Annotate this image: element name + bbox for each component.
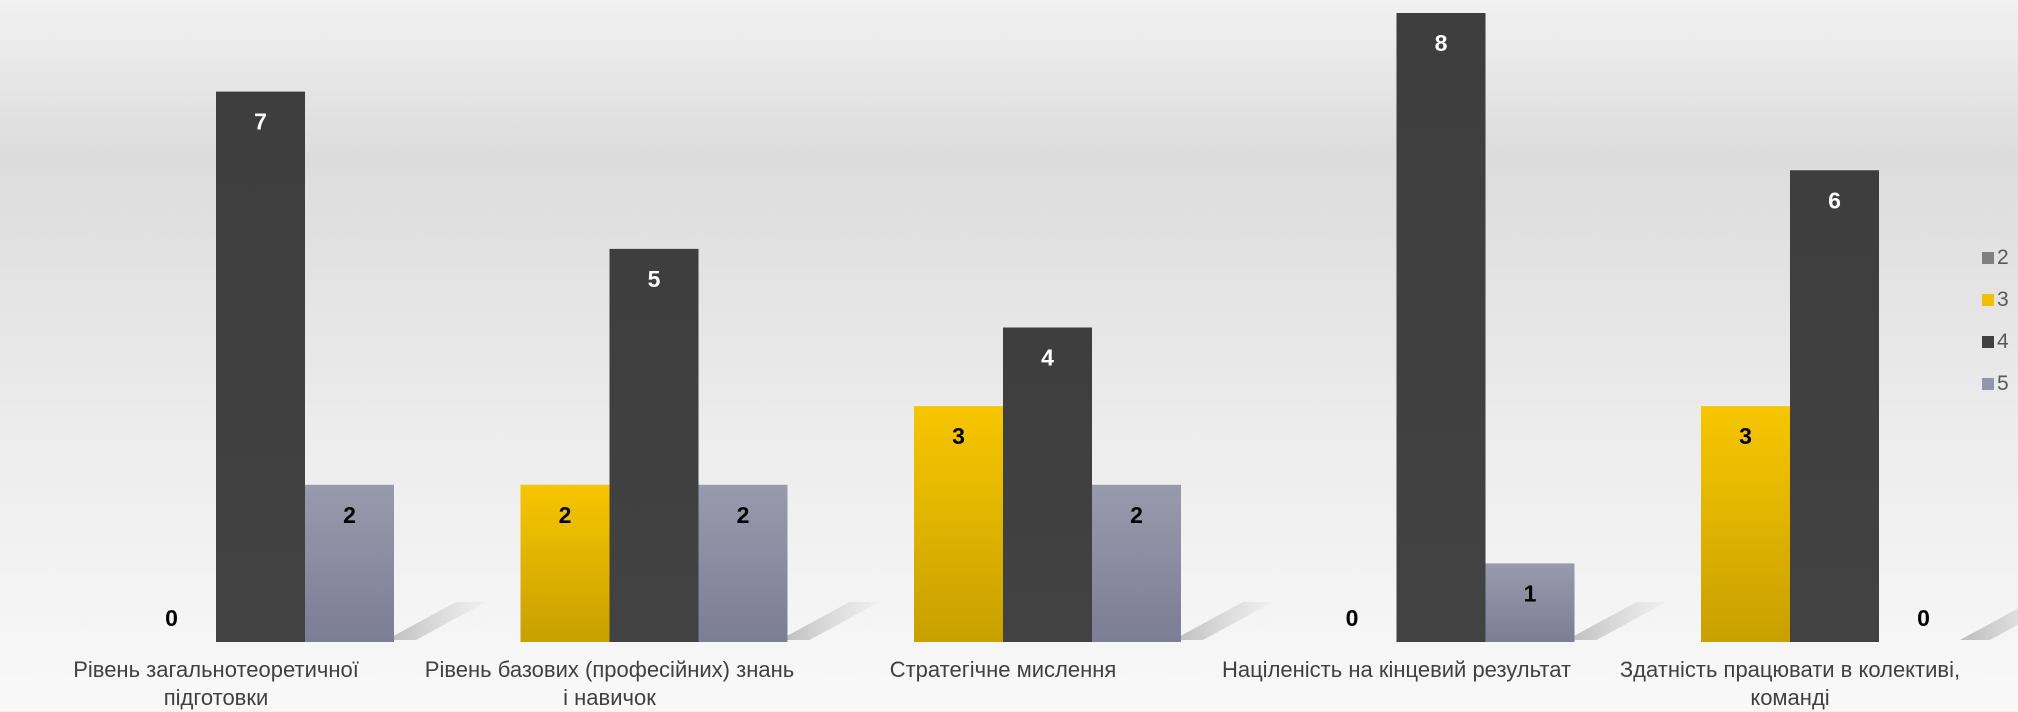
data-label: 7 <box>254 109 267 135</box>
legend-item: 3 <box>1982 279 2009 321</box>
data-label: 5 <box>648 266 661 292</box>
bar-shadow <box>1566 602 1667 640</box>
legend-label: 4 <box>1997 330 2009 353</box>
legend-swatch-series-4 <box>1982 336 1994 348</box>
bar-series-3 <box>520 484 610 642</box>
data-label: 8 <box>1435 30 1448 56</box>
bar-shadow <box>1173 602 1273 640</box>
data-label: 4 <box>1041 345 1054 371</box>
category-label: Стратегічне мислення <box>889 657 1117 682</box>
data-label: 2 <box>1130 502 1143 528</box>
data-label: 1 <box>1524 580 1537 606</box>
legend-item: 5 <box>1982 363 2009 405</box>
legend-item: 4 <box>1982 321 2009 363</box>
data-label: 2 <box>343 502 356 528</box>
data-label: 0 <box>1917 605 1930 631</box>
bars-layer <box>216 13 1879 642</box>
data-label: 0 <box>470 605 483 631</box>
bar-series-3 <box>1701 406 1790 642</box>
data-label: 0 <box>1346 605 1359 631</box>
data-label: 0 <box>863 605 876 631</box>
data-label: 0 <box>165 605 178 631</box>
data-label: 3 <box>952 423 965 449</box>
bar-shadow <box>1960 608 2018 640</box>
data-label: 6 <box>1828 187 1841 213</box>
data-label: 3 <box>1739 423 1752 449</box>
data-label: 0 <box>76 605 89 631</box>
bar-series-5 <box>305 484 394 642</box>
bar-series-5 <box>1092 484 1181 642</box>
legend-swatch-series-2 <box>1982 252 1994 264</box>
bar-series-4 <box>1396 13 1486 642</box>
category-label: Здатність працювати в колективі, команді <box>1619 657 1961 710</box>
category-label: Рівень базових (професійних) знань і нав… <box>424 657 795 710</box>
bar-series-4 <box>609 248 699 642</box>
legend-swatch-series-5 <box>1982 378 1994 390</box>
legend-swatch-series-3 <box>1982 294 1994 306</box>
bar-series-4 <box>1790 170 1879 642</box>
bar-series-5 <box>698 484 788 642</box>
legend-label: 5 <box>1997 372 2009 395</box>
bar-shadow <box>386 602 486 640</box>
data-label: 2 <box>559 502 572 528</box>
bar-series-4 <box>1003 327 1092 642</box>
category-label: Рівень загальнотеоретичної підготовки <box>73 657 359 710</box>
bar-series-4 <box>216 91 305 642</box>
bar-shadow <box>779 602 880 640</box>
data-labels-layer: 0 0 7 2 0 2 5 2 0 3 4 2 0 0 8 1 0 3 6 0 <box>76 30 1930 631</box>
legend-label: 3 <box>1997 288 2009 311</box>
data-label: 0 <box>1650 605 1663 631</box>
bar-shadows <box>386 602 2018 640</box>
data-label: 2 <box>737 502 750 528</box>
data-label: 0 <box>1257 605 1270 631</box>
category-label: Націленість на кінцевий результат <box>1221 657 1572 682</box>
legend-label: 2 <box>1997 246 2009 269</box>
legend: 2 3 4 5 <box>1982 237 2009 405</box>
bar-series-3 <box>914 406 1003 642</box>
bar-series-5 <box>1485 563 1575 642</box>
legend-item: 2 <box>1982 237 2009 279</box>
